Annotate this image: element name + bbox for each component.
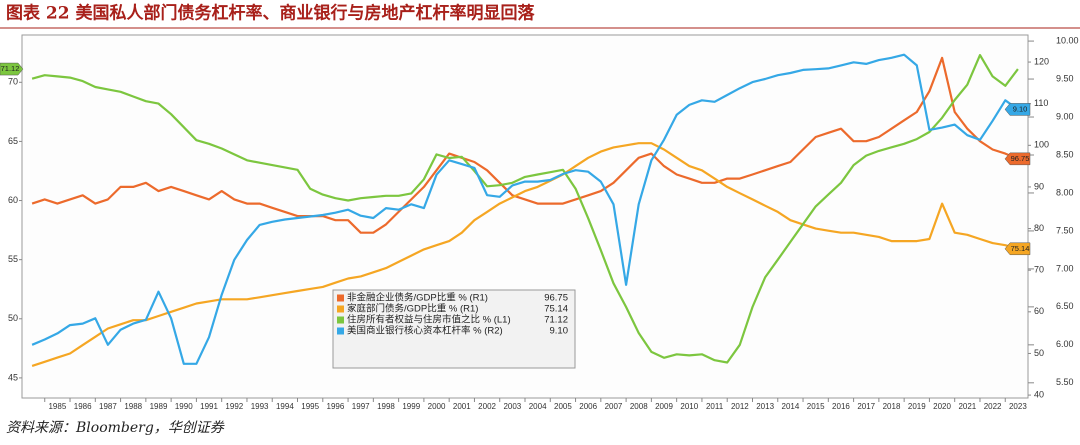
end-value-tag [0, 62, 24, 76]
y2-tick-label: 70 [1034, 265, 1044, 275]
y2-tick-label: 60 [1034, 306, 1044, 316]
y2-tick-label: 100 [1034, 140, 1049, 150]
legend-swatch [337, 294, 344, 302]
x-tick-label: 2012 [731, 402, 749, 411]
x-tick-label: 1997 [352, 402, 370, 411]
end-value-label: 9.10 [1013, 104, 1028, 113]
end-value-tag [1004, 242, 1031, 256]
legend-value: 9.10 [550, 326, 569, 337]
x-tick-label: 2007 [605, 402, 623, 411]
x-tick-label: 1999 [402, 402, 420, 411]
end-value-tag [1004, 103, 1031, 116]
legend-value: 75.14 [544, 304, 568, 315]
x-tick-label: 1990 [175, 402, 193, 411]
y2-tick-label: 110 [1034, 98, 1048, 108]
y3-tick-label: 7.50 [1056, 225, 1074, 235]
series-line [31, 54, 1019, 364]
x-tick-label: 2020 [933, 402, 951, 411]
y3-tick-label: 9.00 [1056, 111, 1074, 121]
x-tick-label: 1992 [225, 402, 243, 411]
y3-tick-label: 7.00 [1056, 263, 1074, 273]
end-value-label: 75.14 [1011, 244, 1030, 253]
series-line [31, 53, 1019, 365]
y3-tick-label: 9.50 [1056, 73, 1074, 83]
y2-tick-label: 50 [1034, 348, 1044, 358]
y2-tick-label: 90 [1034, 181, 1044, 191]
legend-value: 96.75 [544, 293, 568, 304]
x-tick-label: 2013 [756, 402, 774, 411]
legend [332, 289, 576, 369]
legend-label: 住房所有者权益与住房市值之比 % (L1) [347, 314, 511, 326]
series-line [31, 142, 1019, 367]
legend-label: 家庭部门债务/GDP比重 % (R1) [347, 303, 478, 315]
x-tick-label: 2005 [554, 402, 572, 411]
y3-tick-label: 8.00 [1056, 187, 1074, 197]
x-tick-label: 2022 [984, 402, 1002, 411]
legend-swatch [337, 305, 344, 313]
x-tick-label: 2008 [630, 402, 648, 411]
x-tick-label: 1995 [301, 402, 319, 411]
source: 资料来源：Bloomberg，华创证券 [6, 420, 225, 436]
x-tick-label: 2015 [807, 402, 825, 411]
y2-tick-label: 80 [1034, 223, 1044, 233]
chart-title: 图表 22 美国私人部门债务杠杆率、商业银行与房地产杠杆率明显回落 [6, 3, 535, 24]
end-value-label: 96.75 [1011, 154, 1030, 163]
y3-tick-label: 8.50 [1056, 149, 1074, 159]
y2-tick-label: 40 [1034, 389, 1044, 399]
x-tick-label: 2003 [503, 402, 521, 411]
x-tick-label: 1986 [74, 402, 92, 411]
x-tick-label: 2017 [857, 402, 875, 411]
x-tick-label: 2009 [655, 402, 673, 411]
x-tick-label: 1985 [48, 402, 66, 411]
end-value-tag [1004, 152, 1031, 166]
x-tick-label: 1987 [99, 402, 117, 411]
legend-swatch [337, 327, 344, 335]
x-tick-label: 1998 [377, 402, 395, 411]
y-tick-label: 45 [8, 372, 18, 382]
x-tick-label: 2021 [958, 402, 976, 411]
y-tick-label: 70 [8, 77, 18, 87]
y-tick-label: 55 [8, 254, 18, 264]
y-tick-label: 60 [8, 195, 18, 205]
y3-tick-label: 10.00 [1056, 35, 1079, 45]
x-tick-label: 1996 [327, 402, 345, 411]
y3-tick-label: 6.50 [1056, 301, 1074, 311]
legend-label: 美国商业银行核心资本杠杆率 % (R2) [347, 325, 503, 337]
x-tick-label: 2006 [579, 402, 597, 411]
x-tick-label: 2023 [1009, 402, 1027, 411]
x-tick-label: 1994 [276, 402, 294, 411]
end-value-label: 71.12 [1, 64, 20, 73]
y3-tick-label: 5.50 [1056, 377, 1074, 387]
x-tick-label: 2004 [529, 402, 547, 411]
y2-tick-label: 120 [1034, 56, 1049, 66]
x-tick-label: 1988 [124, 402, 142, 411]
x-tick-label: 2002 [478, 402, 496, 411]
y-tick-label: 65 [8, 136, 18, 146]
legend-swatch [337, 316, 344, 324]
x-tick-label: 2000 [428, 402, 446, 411]
legend-label: 非金融企业债务/GDP比重 % (R1) [347, 292, 488, 304]
x-tick-label: 1989 [150, 402, 168, 411]
x-tick-label: 1991 [200, 402, 218, 411]
x-tick-label: 2001 [453, 402, 471, 411]
x-tick-label: 2018 [883, 402, 901, 411]
legend-value: 71.12 [544, 315, 568, 326]
x-tick-label: 2011 [706, 402, 724, 411]
x-tick-label: 1993 [251, 402, 269, 411]
x-tick-label: 2019 [908, 402, 926, 411]
y3-tick-label: 6.00 [1056, 339, 1074, 349]
x-tick-label: 2016 [832, 402, 850, 411]
series-line [31, 56, 1019, 234]
x-tick-label: 2010 [680, 402, 698, 411]
y-tick-label: 50 [8, 313, 18, 323]
x-tick-label: 2014 [782, 402, 800, 411]
